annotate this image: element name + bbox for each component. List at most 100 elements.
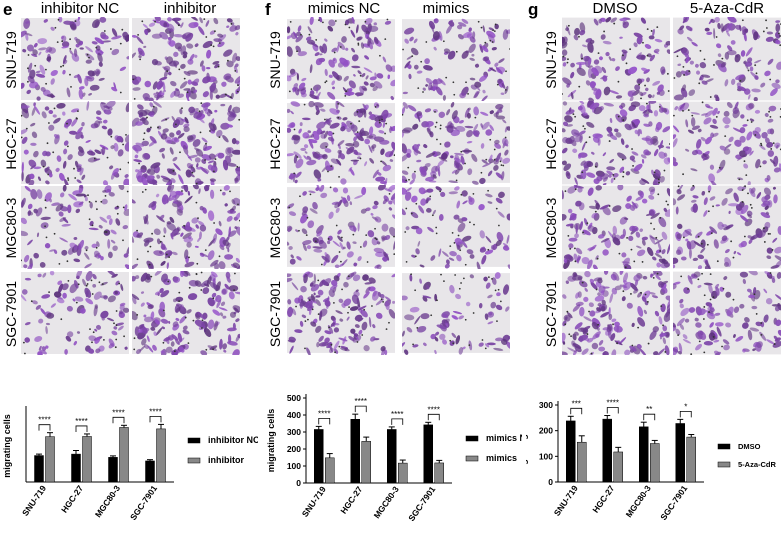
bar-treatment: [325, 457, 335, 484]
bar-control: [423, 424, 433, 484]
row-label-text: SGC-7901: [3, 280, 19, 348]
panel-label: f: [265, 0, 271, 19]
significance-label: ****: [607, 399, 619, 408]
significance-label: **: [646, 405, 652, 414]
y-tick-label: 0: [548, 477, 553, 487]
column-header: inhibitor NC: [40, 0, 120, 17]
bar-treatment: [650, 443, 660, 483]
panel-label: g: [528, 0, 539, 19]
bar-control: [675, 423, 685, 483]
legend-label: mimics NC: [486, 433, 522, 443]
row-label-text: SGC-7901: [267, 280, 283, 348]
row-label: HGC-27: [541, 101, 561, 187]
bar-control: [71, 453, 81, 483]
micrograph-image: [562, 17, 670, 101]
row-label: SGC-7901: [265, 271, 285, 357]
significance-label: ****: [428, 405, 440, 414]
micrograph-image: [673, 101, 781, 185]
row-label: HGC-27: [1, 101, 21, 187]
micrograph-image: [562, 185, 670, 269]
micrograph-image: [673, 17, 781, 101]
legend-swatch: [717, 443, 731, 450]
micrograph-image: [402, 18, 510, 101]
micrograph-image: [673, 271, 781, 355]
legend-swatch: [187, 437, 201, 444]
row-label: SNU-719: [265, 17, 285, 103]
row-label-text: SNU-719: [3, 31, 19, 89]
bar-control: [639, 426, 649, 483]
significance-label: ****: [355, 397, 367, 406]
significance-bracket: [318, 417, 331, 425]
x-tick-label: SGC-7901: [406, 484, 437, 523]
significance-bracket: [427, 413, 440, 421]
bar-chart: migrating cells 0 100 200 300 400 500 **** SNU-7…: [266, 393, 522, 523]
bar-control: [34, 455, 44, 483]
significance-bracket: [354, 405, 367, 413]
row-label: MGC80-3: [1, 185, 21, 271]
row-label-text: SGC-7901: [543, 280, 559, 348]
row-label-text: SNU-719: [543, 31, 559, 89]
row-label-text: HGC-27: [543, 118, 559, 170]
row-label: SGC-7901: [1, 271, 21, 357]
micrograph-image: [132, 185, 240, 269]
micrograph-image: [287, 17, 395, 101]
legend-label: inhibitor NC: [208, 435, 258, 445]
row-label-text: SNU-719: [267, 31, 283, 89]
bar-control: [145, 460, 155, 483]
significance-label: ***: [572, 399, 581, 408]
bar-control: [314, 429, 324, 484]
micrograph-image: [132, 17, 240, 101]
row-label-text: MGC80-3: [543, 197, 559, 259]
micrograph-image: [21, 17, 129, 101]
significance-label: ****: [318, 409, 330, 418]
legend-label: 5-Aza-CdR: [738, 460, 777, 469]
y-tick-label: 400: [287, 410, 301, 420]
significance-label: ****: [112, 408, 124, 417]
x-tick-label: SGC-7901: [128, 483, 159, 522]
significance-label: ****: [38, 416, 50, 425]
y-tick-label: 500: [287, 393, 301, 403]
bar-treatment: [434, 462, 444, 484]
bar-control: [108, 457, 118, 483]
bar-treatment: [156, 428, 166, 483]
bar-control: [387, 429, 397, 484]
legend-swatch: [717, 461, 731, 468]
legend-label: mimics: [486, 453, 517, 463]
column-header: mimics: [422, 0, 470, 17]
micrograph-image: [402, 186, 510, 269]
x-tick-label: SNU-719: [300, 484, 328, 519]
row-label: SNU-719: [541, 17, 561, 103]
y-axis-label: migrating cells: [526, 412, 528, 476]
significance-bracket: [643, 413, 656, 421]
bar-treatment: [398, 462, 408, 484]
column-header: DMSO: [592, 0, 638, 17]
micrograph-image: [287, 185, 395, 269]
micrograph-image: [562, 101, 670, 185]
row-label: SNU-719: [1, 17, 21, 103]
significance-label: ****: [75, 417, 87, 426]
significance-bracket: [606, 407, 619, 414]
column-header: inhibitor: [163, 0, 217, 17]
x-tick-label: SNU-719: [20, 483, 48, 518]
y-tick-label: 300: [287, 427, 301, 437]
significance-bracket: [570, 407, 583, 415]
bar-treatment: [361, 441, 371, 484]
micrograph-image: [673, 185, 781, 269]
x-tick-label: SGC-7901: [658, 483, 689, 522]
legend-swatch: [465, 435, 479, 442]
bar-treatment: [613, 451, 623, 483]
micrograph-image: [21, 101, 129, 185]
column-header: mimics NC: [307, 0, 381, 17]
y-axis-label: migrating cells: [2, 414, 12, 478]
y-tick-label: 100: [539, 451, 553, 461]
micrograph-image: [402, 272, 510, 355]
legend-label: inhibitor: [208, 455, 244, 465]
row-label-text: HGC-27: [3, 118, 19, 170]
bar-treatment: [686, 436, 696, 483]
y-tick-label: 200: [287, 444, 301, 454]
micrograph-image: [132, 101, 240, 185]
x-tick-label: MGC80-3: [372, 484, 401, 520]
significance-bracket: [149, 416, 162, 423]
micrograph-image: [287, 271, 395, 355]
